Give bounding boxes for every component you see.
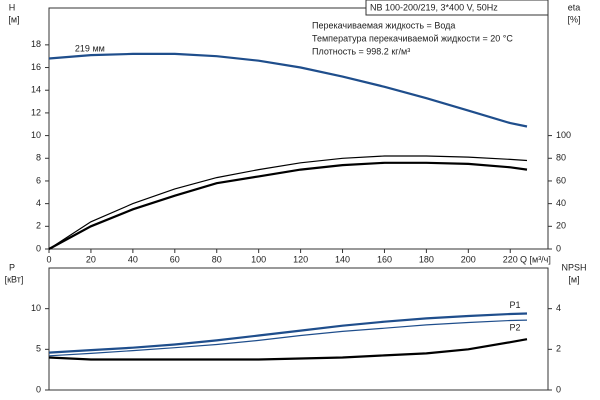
x-tick-label: 0 bbox=[46, 254, 51, 264]
y2-tick-label: 40 bbox=[556, 198, 566, 208]
y-tick-label: 14 bbox=[31, 85, 41, 95]
x-axis-label: Q [м³/ч] bbox=[520, 254, 551, 264]
y-tick-label: 10 bbox=[31, 130, 41, 140]
chart-title: NB 100-200/219, 3*400 V, 50Hz bbox=[370, 2, 498, 12]
title-box bbox=[365, 0, 549, 16]
x-tick-label: 120 bbox=[293, 254, 308, 264]
y2-tick-label: 2 bbox=[556, 344, 561, 354]
y-tick-label: 0 bbox=[36, 243, 41, 253]
x-tick-label: 220 bbox=[503, 254, 518, 264]
series-label: P1 bbox=[510, 300, 521, 310]
annotation: Перекачиваемая жидкость = Вода bbox=[312, 20, 455, 30]
y2-axis-label: NPSH bbox=[561, 262, 586, 272]
x-tick-label: 100 bbox=[251, 254, 266, 264]
series-line bbox=[48, 161, 528, 250]
y-tick-label: 6 bbox=[36, 175, 41, 185]
y2-tick-label: 4 bbox=[556, 303, 561, 313]
y-tick-label: 5 bbox=[36, 344, 41, 354]
series-line bbox=[48, 338, 528, 361]
y-axis-label: P bbox=[9, 262, 15, 272]
y-tick-label: 0 bbox=[36, 384, 41, 394]
y-axis-label: H bbox=[9, 2, 16, 12]
y2-tick-label: 0 bbox=[556, 243, 561, 253]
annotation: Температура перекачиваемой жидкости = 20… bbox=[312, 33, 513, 43]
x-tick-label: 60 bbox=[170, 254, 180, 264]
y2-tick-label: 60 bbox=[556, 175, 566, 185]
y2-tick-label: 0 bbox=[556, 384, 561, 394]
y-axis-unit: [м] bbox=[8, 14, 19, 24]
x-tick-label: 80 bbox=[212, 254, 222, 264]
x-tick-label: 140 bbox=[335, 254, 350, 264]
x-tick-label: 20 bbox=[86, 254, 96, 264]
y2-axis-unit: [%] bbox=[567, 14, 580, 24]
series-label: 219 мм bbox=[75, 43, 105, 53]
y-tick-label: 2 bbox=[36, 221, 41, 231]
plot-frame bbox=[48, 267, 549, 391]
y-tick-label: 16 bbox=[31, 62, 41, 72]
y2-axis-label: eta bbox=[568, 2, 581, 12]
y-axis-unit: [кВт] bbox=[5, 274, 24, 284]
y-tick-label: 18 bbox=[31, 39, 41, 49]
y-tick-label: 12 bbox=[31, 107, 41, 117]
x-tick-label: 200 bbox=[461, 254, 476, 264]
annotation: Плотность = 998.2 кг/м³ bbox=[312, 46, 410, 56]
y2-axis-unit: [м] bbox=[568, 274, 579, 284]
plot-frame bbox=[48, 7, 549, 250]
x-tick-label: 160 bbox=[377, 254, 392, 264]
y-tick-label: 4 bbox=[36, 198, 41, 208]
series-line bbox=[48, 155, 528, 250]
x-tick-label: 180 bbox=[419, 254, 434, 264]
y-tick-label: 10 bbox=[31, 303, 41, 313]
x-tick-label: 40 bbox=[128, 254, 138, 264]
series-line bbox=[48, 319, 528, 357]
series-line bbox=[48, 312, 528, 354]
y2-tick-label: 100 bbox=[556, 130, 571, 140]
y-tick-label: 8 bbox=[36, 153, 41, 163]
series-label: P2 bbox=[510, 322, 521, 332]
y2-tick-label: 20 bbox=[556, 221, 566, 231]
y2-tick-label: 80 bbox=[556, 153, 566, 163]
series-line bbox=[48, 52, 528, 128]
